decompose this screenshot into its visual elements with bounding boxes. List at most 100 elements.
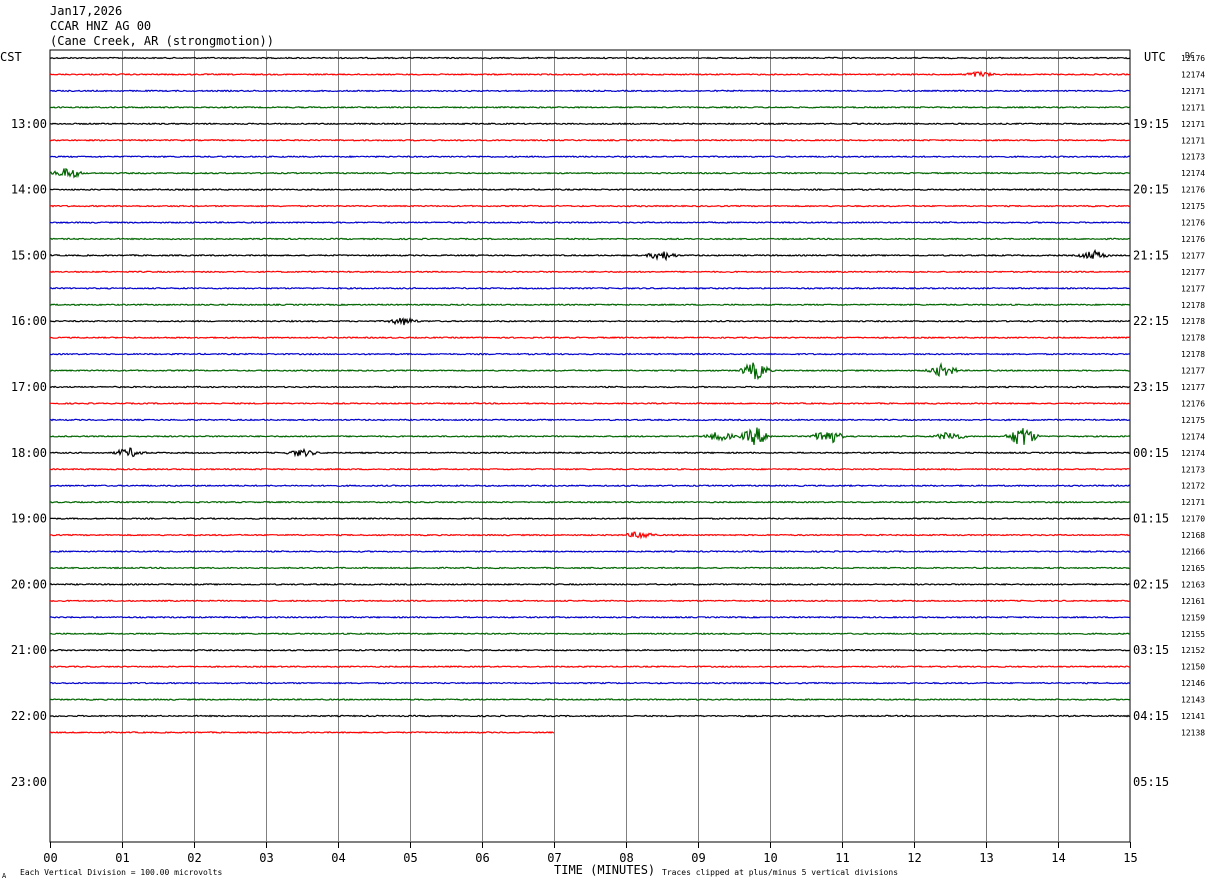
seismic-trace <box>49 731 555 734</box>
dc-offset-label: 12178 <box>1181 334 1205 343</box>
x-tick-label: 05 <box>403 851 417 865</box>
seismic-trace <box>49 138 1131 142</box>
seismic-trace <box>49 582 1131 586</box>
dc-offset-label: 12163 <box>1181 580 1205 589</box>
x-tick-label: 14 <box>1051 851 1065 865</box>
seismic-trace <box>49 56 1131 60</box>
clip-note: Traces clipped at plus/minus 5 vertical … <box>662 868 898 877</box>
dc-offset-label: 12178 <box>1181 301 1205 310</box>
header-date: Jan17,2026 <box>50 4 123 18</box>
right-hour-label: 02:15 <box>1133 577 1169 591</box>
dc-offset-label: 12170 <box>1181 515 1205 524</box>
seismic-trace <box>49 89 1131 93</box>
dc-offset-label: 12178 <box>1181 317 1205 326</box>
seismic-trace <box>49 517 1131 521</box>
seismic-trace <box>49 447 1131 458</box>
dc-offset-label: 12176 <box>1181 54 1205 63</box>
seismic-trace <box>49 188 1131 192</box>
seismic-trace <box>49 317 1131 326</box>
dc-offset-label: 12171 <box>1181 136 1205 145</box>
right-timezone-label: UTC <box>1144 50 1166 64</box>
left-hour-label: 16:00 <box>11 314 47 328</box>
dc-offset-label: 12171 <box>1181 103 1205 112</box>
x-tick-label: 10 <box>763 851 777 865</box>
header-location: (Cane Creek, AR (strongmotion)) <box>50 34 274 48</box>
seismic-trace <box>49 385 1131 389</box>
left-hour-label: 23:00 <box>11 775 47 789</box>
x-tick-label: 00 <box>43 851 57 865</box>
dc-offset-label: 12171 <box>1181 498 1205 507</box>
x-tick-label: 06 <box>475 851 489 865</box>
seismic-trace <box>49 681 1131 685</box>
dc-offset-label: 12175 <box>1181 202 1205 211</box>
seismic-trace <box>49 167 1131 179</box>
dc-offset-label: 12150 <box>1181 663 1205 672</box>
seismic-trace <box>49 698 1131 701</box>
seismic-trace <box>49 714 1131 718</box>
seismic-trace <box>49 531 1131 540</box>
left-hour-label: 22:00 <box>11 709 47 723</box>
right-hour-label: 04:15 <box>1133 709 1169 723</box>
seismic-trace <box>49 418 1131 422</box>
dc-offset-label: 12161 <box>1181 597 1205 606</box>
x-tick-label: 02 <box>187 851 201 865</box>
scale-note: Each Vertical Division = 100.00 microvol… <box>20 868 222 877</box>
left-hour-label: 14:00 <box>11 183 47 197</box>
x-tick-label: 13 <box>979 851 993 865</box>
dc-offset-label: 12171 <box>1181 87 1205 96</box>
right-hour-label: 20:15 <box>1133 183 1169 197</box>
dc-offset-label: 12143 <box>1181 696 1205 705</box>
seismic-trace <box>49 648 1130 652</box>
dc-offset-label: 12178 <box>1181 350 1205 359</box>
seismic-trace <box>49 566 1131 570</box>
x-tick-label: 15 <box>1123 851 1137 865</box>
dc-offset-label: 12146 <box>1181 679 1205 688</box>
right-hour-label: 22:15 <box>1133 314 1169 328</box>
dc-offset-label: 12174 <box>1181 70 1205 79</box>
seismic-trace <box>49 665 1131 669</box>
seismic-trace <box>50 221 1131 224</box>
seismic-trace <box>49 286 1131 290</box>
seismic-trace <box>49 237 1131 241</box>
dc-header-label: DC <box>1185 51 1195 60</box>
seismic-trace <box>49 427 1131 445</box>
seismic-trace <box>49 204 1131 208</box>
dc-offset-label: 12177 <box>1181 284 1205 293</box>
dc-offset-label: 12166 <box>1181 548 1205 557</box>
left-hour-label: 18:00 <box>11 446 47 460</box>
dc-offset-label: 12155 <box>1181 630 1205 639</box>
seismic-trace <box>49 105 1131 109</box>
dc-offset-label: 12176 <box>1181 235 1205 244</box>
dc-offset-label: 12176 <box>1181 399 1205 408</box>
dc-offset-label: 12152 <box>1181 646 1205 655</box>
seismic-trace <box>49 402 1131 405</box>
left-hour-label: 15:00 <box>11 248 47 262</box>
dc-offset-label: 12173 <box>1181 153 1205 162</box>
seismic-trace <box>49 70 1131 78</box>
right-hour-label: 00:15 <box>1133 446 1169 460</box>
x-tick-label: 03 <box>259 851 273 865</box>
seismic-trace <box>49 248 1131 262</box>
dc-offset-label: 12171 <box>1181 120 1205 129</box>
x-tick-label: 09 <box>691 851 705 865</box>
seismic-trace <box>49 484 1131 488</box>
right-hour-label: 05:15 <box>1133 775 1169 789</box>
x-tick-label: 12 <box>907 851 921 865</box>
dc-offset-label: 12172 <box>1181 482 1205 491</box>
left-timezone-label: CST <box>0 50 22 64</box>
dc-offset-label: 12174 <box>1181 169 1205 178</box>
corner-mark: A <box>2 872 7 880</box>
x-tick-label: 08 <box>619 851 633 865</box>
right-hour-label: 01:15 <box>1133 512 1169 526</box>
seismic-trace <box>49 155 1131 159</box>
seismic-trace <box>49 336 1131 340</box>
x-tick-label: 04 <box>331 851 345 865</box>
x-tick-label: 01 <box>115 851 129 865</box>
right-hour-label: 23:15 <box>1133 380 1169 394</box>
plot-frame <box>49 49 1131 843</box>
seismic-trace <box>49 362 1131 381</box>
right-hour-label: 03:15 <box>1133 643 1169 657</box>
dc-offset-label: 12174 <box>1181 432 1205 441</box>
seismic-trace <box>49 615 1131 619</box>
